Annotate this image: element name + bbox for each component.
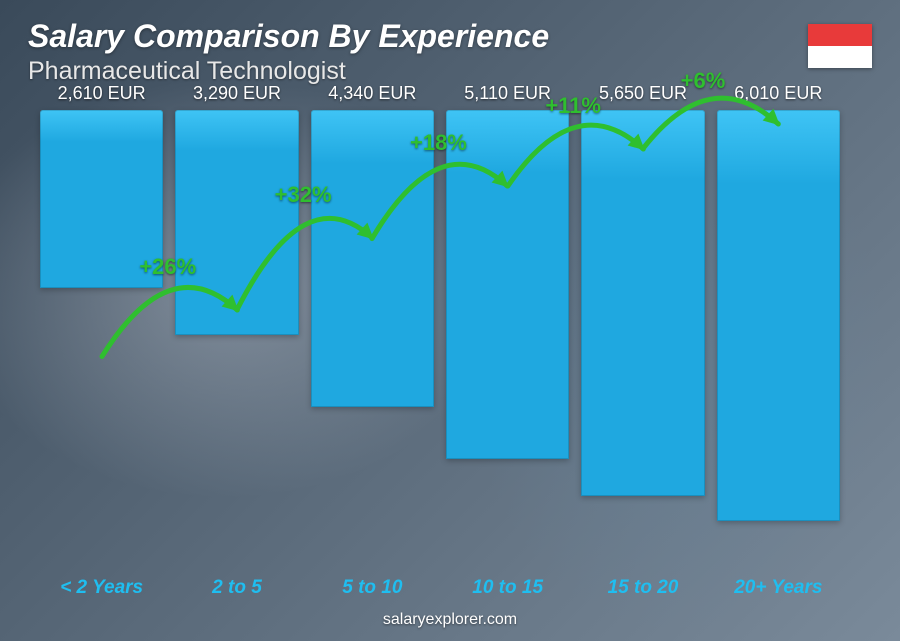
- bar: 6,010 EUR: [717, 110, 840, 521]
- bar-chart: 2,610 EUR3,290 EUR4,340 EUR5,110 EUR5,65…: [40, 110, 840, 561]
- flag-top-stripe: [808, 24, 872, 46]
- bar: 3,290 EUR: [175, 110, 298, 335]
- category-label: 2 to 5: [175, 577, 298, 599]
- bar-slot: 3,290 EUR: [175, 110, 298, 561]
- category-label: 10 to 15: [446, 577, 569, 599]
- bar-value-label: 5,110 EUR: [464, 83, 551, 104]
- footer-attribution: salaryexplorer.com: [0, 611, 900, 629]
- bar-value-label: 6,010 EUR: [734, 83, 822, 104]
- chart-title: Salary Comparison By Experience: [28, 18, 549, 55]
- category-label: < 2 Years: [40, 577, 163, 599]
- bar-slot: 2,610 EUR: [40, 110, 163, 561]
- bar-value-label: 5,650 EUR: [599, 83, 687, 104]
- flag-icon: [808, 24, 872, 68]
- category-label: 15 to 20: [581, 577, 704, 599]
- bar: 5,650 EUR: [581, 110, 704, 496]
- header: Salary Comparison By Experience Pharmace…: [28, 18, 549, 86]
- bar-slot: 6,010 EUR: [717, 110, 840, 561]
- bar-slot: 5,650 EUR: [581, 110, 704, 561]
- bar-value-label: 2,610 EUR: [58, 83, 146, 104]
- category-labels: < 2 Years 2 to 5 5 to 10 10 to 15 15 to 20 20…: [40, 577, 840, 599]
- category-label: 20+ Years: [717, 577, 840, 599]
- category-label: 5 to 10: [311, 577, 434, 599]
- bar: 5,110 EUR: [446, 110, 569, 459]
- flag-bottom-stripe: [808, 46, 872, 68]
- bar-value-label: 3,290 EUR: [193, 83, 281, 104]
- chart-subtitle: Pharmaceutical Technologist: [28, 57, 549, 86]
- bar-value-label: 4,340 EUR: [328, 83, 416, 104]
- bar: 4,340 EUR: [311, 110, 434, 407]
- bar-slot: 4,340 EUR: [311, 110, 434, 561]
- bar: 2,610 EUR: [40, 110, 163, 288]
- bar-slot: 5,110 EUR: [446, 110, 569, 561]
